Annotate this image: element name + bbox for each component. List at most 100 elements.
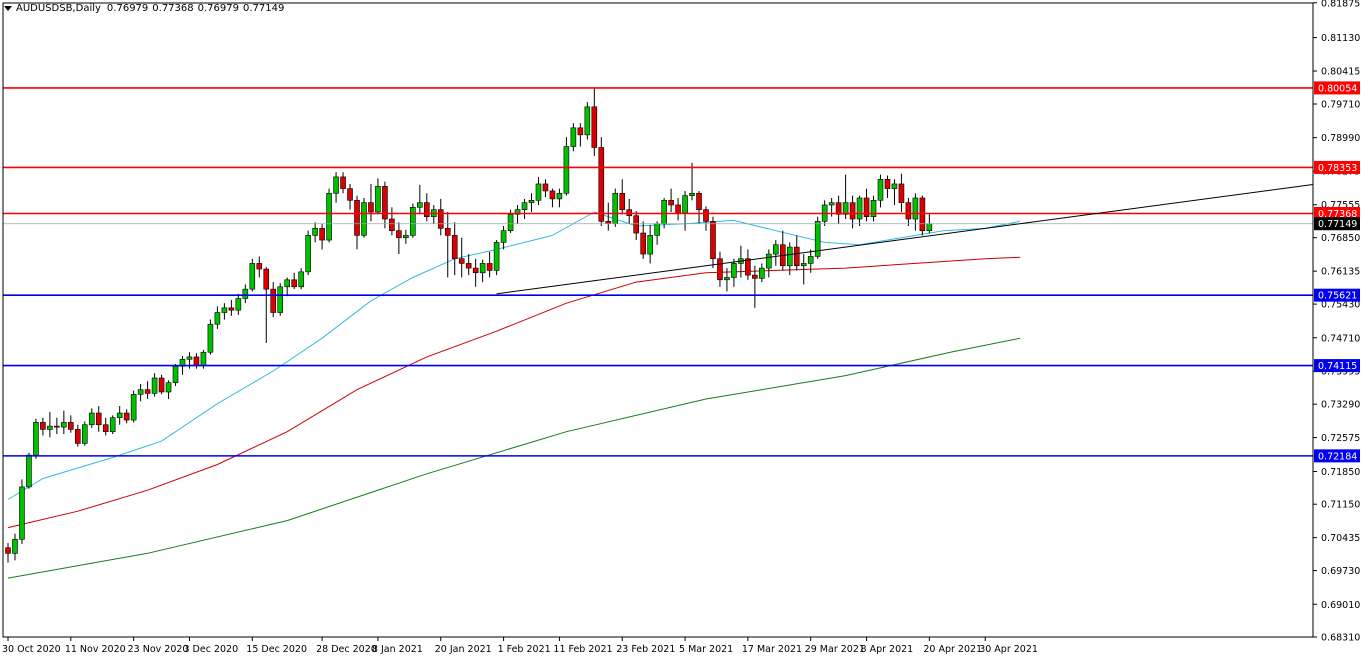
plot-frame (2, 2, 1314, 638)
candle-body (75, 429, 81, 444)
candle (5, 543, 11, 563)
candle-body (444, 228, 451, 236)
price-tag-label: 0.74115 (1318, 361, 1357, 372)
candle-body (26, 454, 32, 488)
candle-body (144, 389, 151, 394)
candle-body (612, 192, 619, 224)
x-tick-label: 8 Jan 2021 (372, 644, 423, 655)
candle (298, 268, 304, 290)
candle (640, 221, 646, 259)
candle (528, 193, 535, 212)
candle (95, 406, 102, 432)
candle (68, 415, 74, 433)
x-tick-label: 29 Mar 2021 (805, 644, 865, 655)
candle (151, 373, 158, 397)
candle (444, 211, 451, 278)
candle-body (772, 244, 779, 255)
candle-body (396, 230, 402, 239)
candle (891, 179, 898, 205)
candle-body (235, 298, 242, 311)
candle-body (249, 263, 256, 290)
candle-body (807, 256, 814, 264)
candle (563, 137, 570, 196)
trend-line[interactable] (496, 183, 1314, 295)
candle (410, 203, 416, 238)
candle (717, 251, 723, 287)
y-tick-label: 0.73290 (1321, 400, 1360, 411)
candle-body (514, 209, 521, 215)
candle-body (354, 200, 360, 236)
candle-body (724, 277, 730, 281)
candle-body (81, 424, 88, 444)
candle-body (382, 185, 388, 220)
candle (340, 172, 346, 194)
candle-body (863, 197, 870, 217)
candle-body (214, 312, 221, 325)
candle (500, 226, 507, 250)
y-tick-label: 0.68310 (1321, 633, 1360, 644)
x-tick-label: 30 Oct 2020 (2, 644, 61, 655)
candle (40, 417, 46, 436)
candle-body (19, 486, 25, 540)
candle (396, 222, 402, 255)
high-value: 0.77368 (152, 3, 194, 14)
ma-slow-line (7, 337, 1021, 579)
price-tag-bg (1314, 160, 1360, 174)
candle (81, 421, 88, 446)
candle-body (347, 188, 353, 201)
candle-body (68, 422, 74, 430)
trendline[interactable] (496, 183, 1314, 295)
candle (284, 277, 291, 297)
candle-body (926, 223, 933, 231)
candle-body (130, 394, 137, 421)
candle (235, 293, 242, 315)
open-value: 0.76979 (106, 3, 149, 14)
candle (612, 188, 619, 227)
candle-body (458, 258, 465, 264)
moving-averages (7, 211, 1021, 579)
candle-body (486, 263, 493, 271)
candle-body (263, 268, 270, 290)
candle-body (549, 190, 556, 200)
candle-body (570, 127, 577, 147)
y-tick-label: 0.72575 (1321, 433, 1360, 444)
candle (842, 174, 849, 220)
candle-body (703, 209, 709, 222)
candle (759, 263, 765, 283)
y-tick-label: 0.78990 (1321, 133, 1360, 144)
price-axis[interactable]: 0.818750.811300.804150.797100.789900.782… (1313, 0, 1360, 644)
candle-body (186, 356, 193, 360)
candle (102, 417, 109, 436)
candle (423, 193, 430, 222)
candle (228, 299, 235, 316)
candle (354, 195, 360, 250)
candle (793, 235, 800, 271)
x-tick-label: 20 Jan 2021 (435, 644, 492, 655)
candle-body (828, 202, 835, 206)
candle (863, 188, 870, 222)
x-tick-label: 23 Nov 2020 (128, 644, 189, 655)
candle (577, 123, 584, 147)
menu-triangle-icon[interactable] (4, 5, 12, 11)
candle (898, 173, 905, 212)
candle (88, 408, 95, 429)
candle-body (479, 263, 486, 274)
candle-body (682, 195, 688, 214)
candle-body (849, 202, 856, 220)
candle-body (284, 279, 291, 288)
candle (417, 184, 423, 215)
x-tick-label: 5 Mar 2021 (679, 644, 733, 655)
candle-body (417, 202, 423, 208)
candle-body (633, 215, 640, 234)
candle (493, 240, 500, 276)
y-tick-label: 0.77555 (1321, 200, 1360, 211)
candle (800, 254, 807, 285)
candle-body (95, 412, 102, 426)
candle-body (898, 183, 905, 203)
y-tick-label: 0.80415 (1321, 67, 1360, 78)
candle (710, 216, 716, 269)
candle (451, 222, 458, 276)
